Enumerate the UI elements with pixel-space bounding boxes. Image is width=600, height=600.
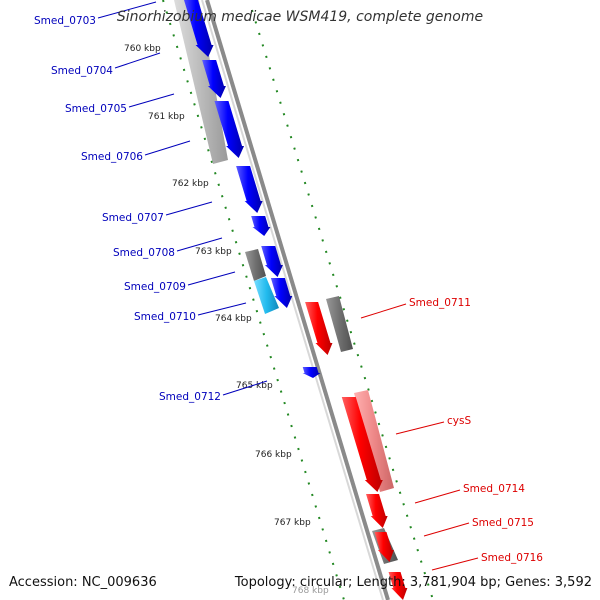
ruler-tick-label: 763 kbp — [195, 247, 232, 257]
forward-gene-arrow[interactable] — [302, 367, 321, 378]
forward-gene-arrow[interactable] — [251, 216, 271, 236]
gene-label[interactable]: Smed_0709 — [124, 281, 186, 293]
forward-gene-arrow[interactable] — [181, 0, 214, 57]
forward-gene-arrow[interactable] — [236, 166, 263, 213]
forward-gene-arrow[interactable] — [214, 101, 245, 158]
gene-label[interactable]: Smed_0705 — [65, 103, 127, 115]
reverse-gene-arrow[interactable] — [341, 397, 383, 492]
forward-gene-arrow[interactable] — [270, 278, 293, 308]
genome-title: Sinorhizobium medicae WSM419, complete g… — [116, 9, 484, 25]
gene-label[interactable]: Smed_0715 — [472, 517, 534, 529]
ruler-tick-label: 764 kbp — [215, 314, 252, 324]
gene-label[interactable]: Smed_0706 — [81, 151, 143, 163]
backbone — [201, 0, 390, 600]
gene-label[interactable]: Smed_0710 — [134, 311, 196, 323]
forward-gene-arrow[interactable] — [202, 60, 226, 98]
ruler-tick-label: 767 kbp — [274, 518, 311, 528]
reverse-gene-arrow[interactable] — [366, 494, 388, 528]
gene-label[interactable]: Smed_0716 — [481, 552, 543, 564]
ruler-tick-label: 768 kbp — [292, 586, 329, 596]
gene-block[interactable] — [326, 296, 353, 352]
forward-strand-genes — [181, 0, 321, 378]
reverse-gene-arrow[interactable] — [305, 302, 333, 355]
gene-block[interactable] — [245, 249, 266, 281]
gene-label[interactable]: Smed_0704 — [51, 65, 113, 77]
gene-label[interactable]: Smed_0712 — [159, 391, 221, 403]
reverse-gene-arrow[interactable] — [374, 532, 394, 562]
reverse-gene-labels: Smed_0711 cysS Smed_0714 Smed_0715 Smed_0716 — [360, 297, 543, 571]
forward-gene-labels: Smed_0703 Smed_0704 Smed_0705 Smed_0706 Smed… — [34, 1, 268, 403]
trna-block[interactable] — [254, 277, 279, 314]
gene-label[interactable]: Smed_0707 — [102, 212, 164, 224]
accession-text: Accession: NC_009636 — [9, 575, 157, 590]
ruler-labels: 760 kbp 761 kbp 762 kbp 763 kbp 764 kbp 765 k… — [124, 44, 329, 596]
reverse-strand-genes — [305, 302, 408, 600]
gene-label[interactable]: cysS — [447, 415, 471, 427]
gene-label[interactable]: Smed_0708 — [113, 247, 175, 259]
gene-block[interactable] — [354, 390, 394, 492]
ruler-tick-label: 766 kbp — [255, 450, 292, 460]
genome-summary-text: Topology: circular; Length: 3,781,904 bp… — [234, 575, 592, 590]
gene-label[interactable]: Smed_0714 — [463, 483, 525, 495]
gene-label[interactable]: Smed_0703 — [34, 15, 96, 27]
gene-label[interactable]: Smed_0711 — [409, 297, 471, 309]
ruler-tick-label: 762 kbp — [172, 179, 209, 189]
ruler-tick-label: 760 kbp — [124, 44, 161, 54]
forward-gene-arrow[interactable] — [261, 246, 283, 277]
gene-track-shadow — [174, 0, 228, 164]
ruler-tick-label: 761 kbp — [148, 112, 185, 122]
ruler-track — [162, 0, 434, 600]
reverse-gene-arrow[interactable] — [388, 572, 408, 600]
ruler-tick-label: 765 kbp — [236, 381, 273, 391]
